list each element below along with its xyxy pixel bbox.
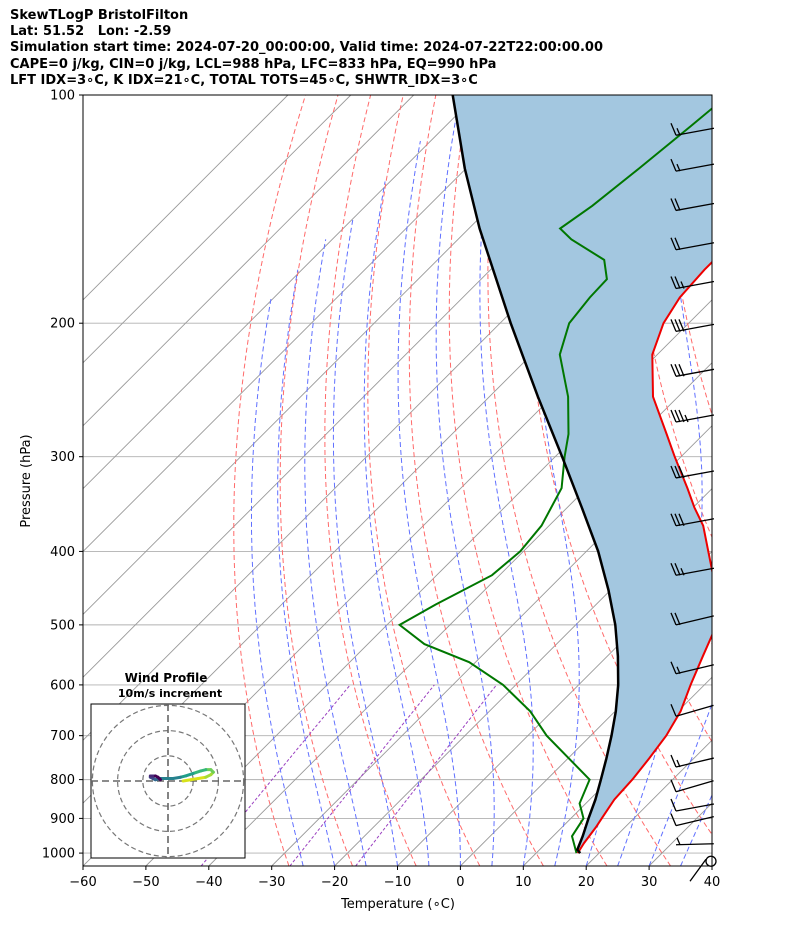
wind-barb: [670, 122, 715, 136]
profile-lines: [397, 95, 712, 854]
moist-adiabat: [332, 217, 398, 866]
moist-adiabat: [277, 269, 336, 866]
dry-adiabat: [233, 95, 306, 866]
dry-adiabat: [524, 95, 712, 836]
wind-barb: [670, 661, 714, 675]
dry-adiabat: [324, 95, 417, 866]
x-tick-label: −10: [384, 875, 411, 890]
x-tick-label: −40: [195, 875, 222, 890]
wind-barbs: [670, 122, 717, 882]
axes: −60 −50 −40 −30 −20 −10 0 10 20 30 40 100 200 300 400 5…: [42, 89, 720, 891]
x-tick-label: −30: [258, 875, 285, 890]
station-title: SkewTLogP BristolFilton: [10, 8, 189, 23]
wind-barb: [670, 409, 715, 423]
station-coordinates: Lat: 51.52 Lon: -2.59: [10, 24, 172, 40]
wind-barb: [670, 198, 715, 212]
y-tick-label: 900: [50, 812, 75, 827]
isotherm: [460, 613, 712, 866]
y-tick-label: 100: [50, 89, 75, 104]
moist-adiabat: [680, 793, 712, 866]
stability-indices-2: LFT IDX=3∘C, K IDX=21∘C, TOTAL TOTS=45∘C…: [10, 72, 478, 88]
wind-barb: [670, 513, 715, 527]
dry-adiabat: [729, 95, 794, 866]
moist-adiabat: [617, 95, 703, 866]
temperature-line: [576, 260, 712, 854]
wind-barb: [670, 364, 715, 377]
moist-adiabat: [435, 111, 495, 866]
y-tick-label: 800: [50, 773, 75, 788]
y-tick-label: 700: [50, 729, 75, 744]
hodograph-segment: [156, 775, 162, 782]
wind-barb: [670, 237, 715, 251]
wind-barb: [670, 813, 714, 827]
x-axis-label: Temperature (∘C): [340, 897, 455, 912]
isotherm: [711, 865, 712, 866]
wind-barb: [675, 837, 714, 846]
stability-indices-1: CAPE=0 j/kg, CIN=0 j/kg, LCL=988 hPa, LF…: [10, 56, 497, 72]
moist-adiabat: [304, 239, 367, 866]
y-tick-label: 500: [50, 618, 75, 633]
isotherm: [145, 299, 712, 866]
hodograph-subtitle: 10m/s increment: [118, 687, 222, 700]
x-tick-label: −60: [69, 875, 96, 890]
moist-adiabat: [648, 702, 712, 866]
simulation-times: Simulation start time: 2024-07-20_00:00:…: [10, 40, 603, 56]
x-tick-label: 0: [456, 875, 464, 890]
moist-adiabat: [479, 95, 534, 866]
moist-adiabat: [363, 181, 430, 866]
hodograph-plot: [91, 704, 245, 858]
moist-adiabat: [251, 297, 304, 866]
wind-barb: [670, 612, 714, 626]
x-tick-label: 40: [704, 875, 721, 890]
isotherm: [83, 95, 415, 427]
isotherm: [334, 487, 712, 866]
dry-adiabat: [279, 95, 353, 866]
isotherm: [83, 95, 352, 364]
x-tick-label: 30: [641, 875, 658, 890]
wind-barb: [670, 276, 715, 290]
x-tick-label: 20: [578, 875, 595, 890]
y-tick-label: 600: [50, 678, 75, 693]
x-tick-label: −20: [321, 875, 348, 890]
wind-barb: [670, 779, 714, 793]
dry-adiabat: [367, 95, 481, 866]
dry-adiabat: [408, 95, 544, 866]
wind-barb: [670, 562, 715, 576]
cape-area: [452, 95, 712, 854]
dry-adiabat: [487, 95, 672, 866]
wind-barb: [670, 798, 715, 812]
wind-barb: [670, 704, 714, 717]
parcel-line: [451, 95, 620, 854]
x-tick-label: −50: [132, 875, 159, 890]
wind-barb: [670, 754, 714, 768]
dry-adiabat: [762, 95, 794, 866]
mixing-ratio-line: [289, 684, 435, 866]
hodograph-title: Wind Profile: [125, 671, 208, 685]
isotherm: [83, 95, 540, 553]
x-tick-label: 10: [515, 875, 532, 890]
wind-barb: [670, 158, 715, 172]
isotherm: [83, 95, 289, 301]
hodograph-inset: Wind Profile 10m/s increment: [90, 671, 246, 859]
y-tick-label: 200: [50, 317, 75, 332]
moist-adiabat: [397, 140, 461, 866]
mixing-ratio-line: [355, 684, 497, 866]
isotherm: [397, 550, 712, 866]
chart-header: SkewTLogP BristolFilton Lat: 51.52 Lon: …: [10, 8, 603, 89]
y-tick-label: 1000: [42, 847, 75, 862]
y-tick-label: 300: [50, 450, 75, 465]
wind-barb: [670, 465, 715, 479]
y-tick-label: 400: [50, 545, 75, 560]
y-axis-label: Pressure (hPa): [19, 434, 34, 527]
moist-adiabat: [711, 864, 712, 866]
wind-barb: [670, 319, 715, 332]
cape-fill: [452, 95, 712, 854]
dewpoint-line: [397, 107, 712, 854]
isotherm: [83, 95, 477, 490]
dry-adiabat: [448, 95, 608, 866]
isotherm: [83, 95, 603, 616]
